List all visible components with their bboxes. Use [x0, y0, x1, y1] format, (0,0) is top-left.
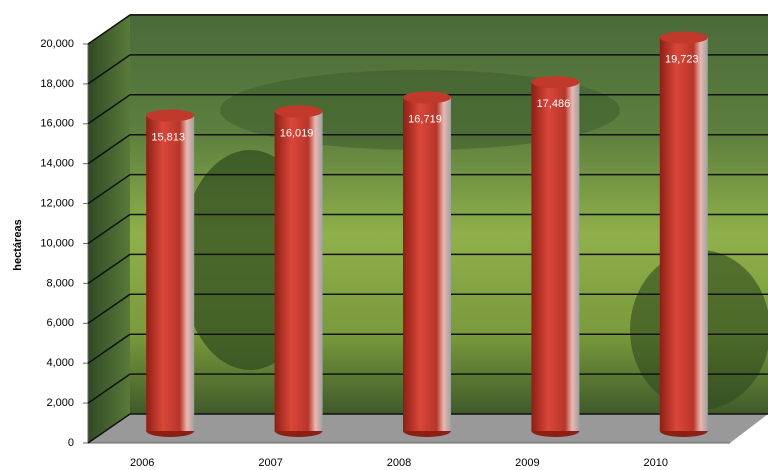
y-axis-label: hectáreas	[12, 219, 24, 270]
grid-line	[87, 413, 131, 444]
grid-line	[87, 253, 131, 285]
y-tick-label: 8,000	[46, 277, 74, 289]
value-label: 16,719	[408, 113, 442, 125]
bar-top	[274, 105, 323, 118]
grid-line	[87, 333, 131, 364]
bar-top	[531, 76, 580, 89]
bar	[659, 37, 708, 431]
y-tick-label: 18,000	[40, 78, 74, 90]
grid-line	[87, 94, 131, 125]
bar-top	[403, 91, 451, 104]
grid-line	[87, 54, 131, 85]
bar	[403, 97, 451, 432]
bar-top	[659, 31, 708, 44]
y-tick-label: 14,000	[40, 158, 74, 170]
grid-line	[87, 293, 131, 324]
bar	[146, 115, 195, 432]
x-tick-label: 2009	[515, 457, 539, 469]
y-tick-label: 0	[68, 437, 74, 449]
y-tick-label: 20,000	[40, 38, 74, 50]
grid-line	[87, 134, 131, 165]
x-tick-label: 2006	[130, 457, 154, 469]
y-tick-label: 6,000	[46, 317, 74, 329]
y-tick-label: 2,000	[46, 397, 74, 409]
value-label: 19,723	[665, 53, 699, 65]
value-label: 17,486	[537, 98, 571, 110]
x-tick-label: 2008	[387, 457, 411, 469]
y-tick-label: 10,000	[40, 237, 74, 249]
grid-line	[87, 373, 131, 404]
value-label: 15,813	[151, 131, 185, 143]
y-tick-label: 4,000	[46, 357, 74, 369]
y-tick-label: 12,000	[40, 198, 74, 210]
grid-line	[87, 213, 131, 245]
y-tick-label: 16,000	[40, 118, 74, 130]
value-label: 16,019	[280, 127, 314, 139]
bar-top	[146, 109, 195, 122]
bar	[274, 111, 323, 431]
x-tick-label: 2010	[644, 457, 668, 469]
x-tick-label: 2007	[258, 457, 282, 469]
grid-line	[87, 173, 131, 205]
grid-line	[87, 14, 131, 45]
bar	[531, 82, 580, 431]
